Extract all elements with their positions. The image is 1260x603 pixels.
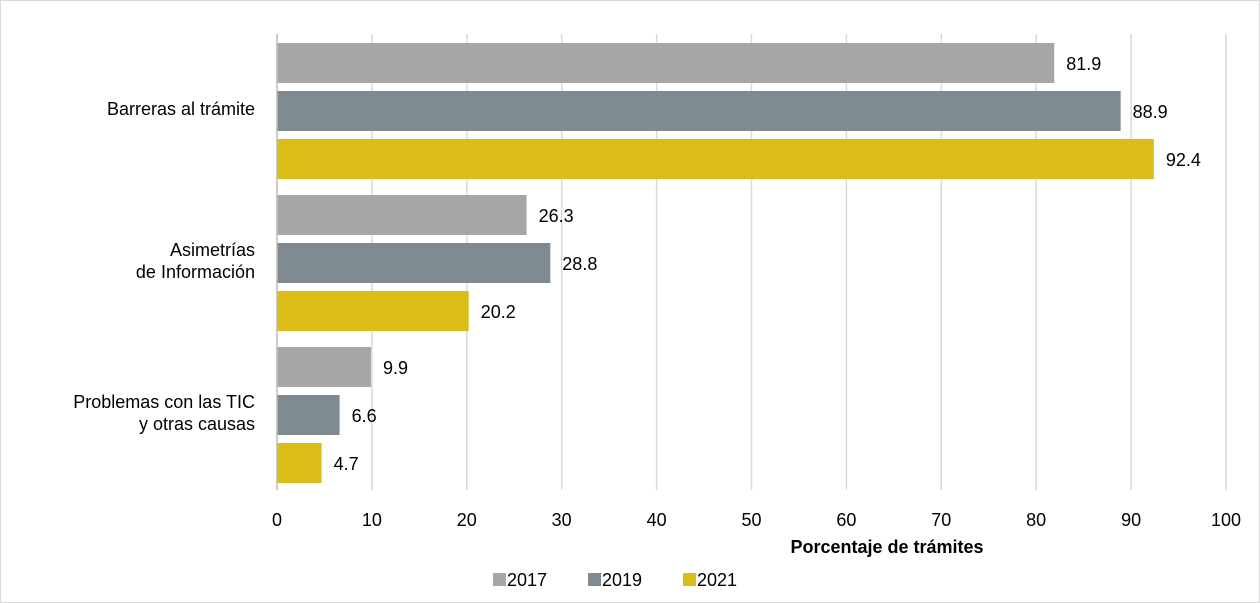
x-tick-label: 30 [552,510,572,530]
x-tick-label: 70 [931,510,951,530]
bar [277,347,371,387]
x-tick-label: 40 [647,510,667,530]
data-label: 92.4 [1166,150,1201,170]
y-tick-label: Barreras al trámite [107,99,255,119]
data-label: 28.8 [562,254,597,274]
y-tick-label: Asimetrías [170,240,255,260]
data-label: 20.2 [481,302,516,322]
bar [277,195,527,235]
legend-swatch [683,573,696,586]
data-label: 6.6 [352,406,377,426]
legend-label: 2021 [697,570,737,590]
bar [277,395,340,435]
y-tick-label: y otras causas [139,414,255,434]
x-tick-label: 20 [457,510,477,530]
x-tick-label: 0 [272,510,282,530]
y-tick-label: de Información [136,262,255,282]
y-tick-label: Problemas con las TIC [73,392,255,412]
data-label: 81.9 [1066,54,1101,74]
x-tick-label: 50 [741,510,761,530]
legend-label: 2017 [507,570,547,590]
data-label: 26.3 [539,206,574,226]
x-tick-label: 80 [1026,510,1046,530]
x-tick-label: 60 [836,510,856,530]
x-tick-label: 10 [362,510,382,530]
bar [277,243,551,283]
legend-swatch [493,573,506,586]
x-tick-label: 90 [1121,510,1141,530]
bar [277,91,1121,131]
bar [277,291,469,331]
bar [277,43,1055,83]
x-tick-label: 100 [1211,510,1241,530]
bar [277,443,322,483]
legend-label: 2019 [602,570,642,590]
data-label: 88.9 [1133,102,1168,122]
bar [277,139,1154,179]
legend-swatch [588,573,601,586]
data-label: 9.9 [383,358,408,378]
x-axis-title: Porcentaje de trámites [790,537,983,557]
data-label: 4.7 [334,454,359,474]
